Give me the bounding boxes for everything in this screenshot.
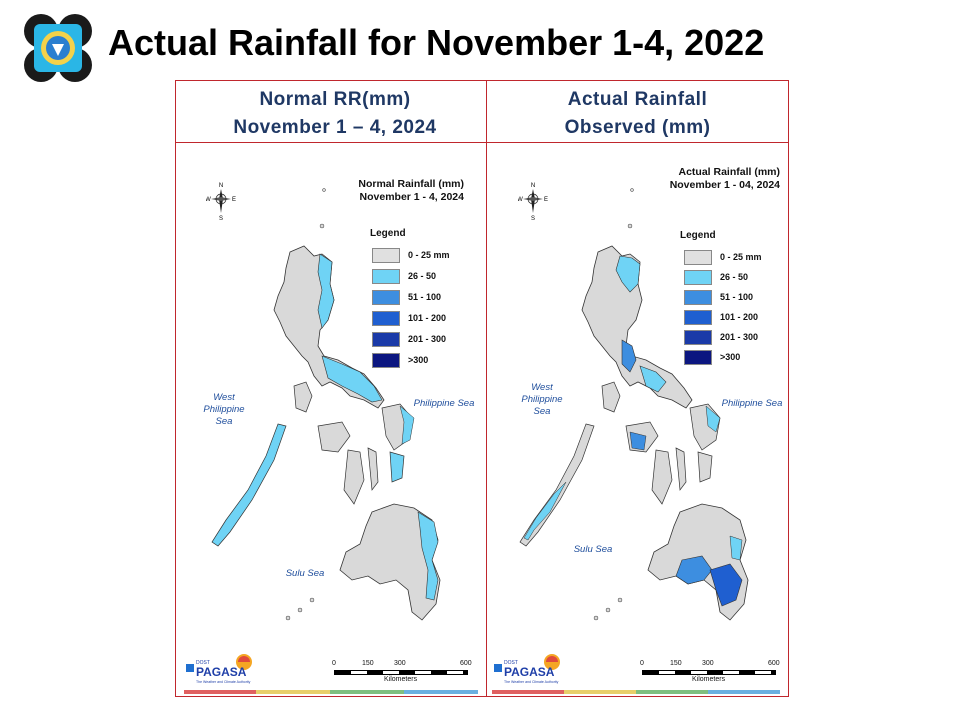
pagasa-wordmark: PAGASA <box>196 665 247 679</box>
compass-n: N <box>219 183 223 189</box>
mindanao-east-rain <box>729 535 743 561</box>
legend-title: Legend <box>680 230 716 241</box>
left-map-title-line1: Normal Rainfall (mm) <box>358 178 464 190</box>
legend-swatch <box>372 248 400 263</box>
right-panel-header: Actual Rainfall Observed (mm) <box>490 86 785 142</box>
right-header-line2: Observed (mm) <box>564 117 711 138</box>
compass-e: E <box>232 197 236 203</box>
pagasa-seal-logo <box>24 14 92 82</box>
batanes-islet <box>630 188 634 192</box>
legend-swatch <box>372 269 400 284</box>
mindanao-west-rain <box>675 555 713 585</box>
right-legend: Legend 0 - 25 mm 26 - 50 51 - 100 101 - … <box>680 230 786 380</box>
negros-island <box>651 449 673 505</box>
compass-s: S <box>531 216 535 222</box>
bicol-rain <box>639 365 667 393</box>
legend-swatch <box>372 290 400 305</box>
panay-rain <box>629 431 647 451</box>
palawan-rain <box>523 481 567 541</box>
legend-title: Legend <box>370 228 406 239</box>
batanes-islet <box>319 223 325 229</box>
bicol-rain <box>321 355 383 403</box>
sulu-islet <box>285 615 291 621</box>
right-sea-east-label: Philippine Sea <box>721 398 783 409</box>
legend-swatch <box>372 332 400 347</box>
scale-bar-graphic <box>334 670 468 675</box>
sulu-islet <box>617 597 623 603</box>
pagasa-prefix: DOST <box>504 660 518 666</box>
left-scale-bar: 0 150 300 600 Kilometers <box>332 660 472 683</box>
batanes-islet <box>627 223 633 229</box>
comparison-frame <box>175 80 789 697</box>
left-map-title-line2: November 1 - 4, 2024 <box>359 191 464 203</box>
right-map-title-line1: Actual Rainfall (mm) <box>678 166 780 178</box>
legend-swatch <box>372 353 400 368</box>
right-map-title-line2: November 1 - 04, 2024 <box>669 179 780 191</box>
sulu-islet <box>297 607 303 613</box>
legend-swatch <box>684 290 712 305</box>
leyte-island <box>389 451 405 483</box>
sulu-islet <box>309 597 315 603</box>
legend-swatch <box>684 270 712 285</box>
slide-title: Actual Rainfall for November 1-4, 2022 <box>108 22 765 63</box>
left-map-title: Normal Rainfall (mm) November 1 - 4, 202… <box>358 178 464 204</box>
compass-rose-icon: N W E S <box>518 183 548 222</box>
samar-rain <box>399 405 415 445</box>
pagasa-tagline: The Weather and Climate Authority <box>504 680 559 684</box>
legend-swatch <box>372 311 400 326</box>
left-sea-south-label: Sulu Sea <box>285 568 325 579</box>
cebu-island <box>367 447 379 491</box>
mindoro-island <box>601 381 621 413</box>
palawan-island <box>211 423 287 547</box>
sulu-islet <box>593 615 599 621</box>
right-map-svg <box>519 188 749 621</box>
legend-swatch <box>684 350 712 365</box>
pagasa-wordmark: PAGASA <box>504 665 555 679</box>
pagasa-brand-logo: PAGASA DOST The Weather and Climate Auth… <box>494 654 560 684</box>
mindoro-island <box>293 381 313 413</box>
frame-divider <box>486 80 487 697</box>
pagasa-brand-logo: PAGASA DOST The Weather and Climate Auth… <box>186 654 252 684</box>
compass-w: W <box>518 197 523 203</box>
negros-island <box>343 449 365 505</box>
left-header-line2: November 1 – 4, 2024 <box>233 117 437 138</box>
right-map-title: Actual Rainfall (mm) November 1 - 04, 20… <box>670 166 780 192</box>
right-sea-west-label: West Philippine Sea <box>521 382 563 417</box>
luzon-central-rain <box>621 339 637 373</box>
left-header-line1: Normal RR(mm) <box>259 89 411 110</box>
left-map-svg <box>211 188 441 621</box>
legend-swatch <box>684 330 712 345</box>
right-header-line1: Actual Rainfall <box>567 89 708 110</box>
luzon-east-rain <box>317 253 335 329</box>
left-panel-header: Normal RR(mm) November 1 – 4, 2024 <box>180 86 490 142</box>
leyte-island <box>697 451 713 483</box>
compass-n: N <box>531 183 535 189</box>
left-sea-east-label: Philippine Sea <box>413 398 475 409</box>
mindanao-east-rain <box>417 511 439 601</box>
mindanao-south-rain <box>709 563 743 607</box>
pagasa-tagline: The Weather and Climate Authority <box>196 680 251 684</box>
cebu-island <box>675 447 687 491</box>
scale-bar-graphic <box>642 670 776 675</box>
sulu-islet <box>605 607 611 613</box>
actual-rainfall-map: N W E S Actual Rainfall (mm) November 1 … <box>490 160 790 696</box>
compass-w: W <box>206 197 211 203</box>
compass-s: S <box>219 216 223 222</box>
samar-rain <box>705 405 721 433</box>
legend-swatch <box>684 310 712 325</box>
batanes-islet <box>322 188 326 192</box>
legend-swatch <box>684 250 712 265</box>
luzon-landmass <box>581 245 693 409</box>
pagasa-prefix: DOST <box>196 660 210 666</box>
right-sea-south-label: Sulu Sea <box>573 544 613 555</box>
left-sea-west-label: West Philippine Sea <box>203 392 245 427</box>
left-legend: Legend 0 - 25 mm 26 - 50 51 - 100 101 - … <box>368 228 478 378</box>
right-scale-bar: 0 150 300 600 Kilometers <box>640 660 780 683</box>
compass-e: E <box>544 197 548 203</box>
normal-rainfall-map: N W E S Normal Rainfall (mm) November 1 … <box>182 160 482 696</box>
frame-header-divider <box>175 142 789 143</box>
panay-island <box>317 421 351 453</box>
luzon-north-rain <box>615 255 641 293</box>
compass-rose-icon: N W E S <box>206 183 236 222</box>
